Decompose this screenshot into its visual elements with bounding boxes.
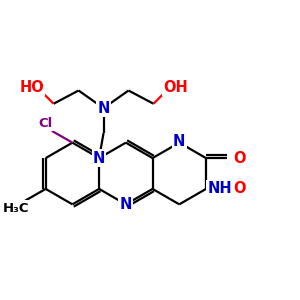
Text: H₃C: H₃C bbox=[3, 202, 30, 214]
Text: N: N bbox=[93, 151, 105, 166]
Text: N: N bbox=[98, 100, 110, 116]
Text: O: O bbox=[233, 182, 246, 196]
Text: HO: HO bbox=[19, 80, 44, 95]
Text: OH: OH bbox=[163, 80, 188, 95]
Text: N: N bbox=[120, 197, 132, 212]
Text: N: N bbox=[173, 134, 185, 149]
Text: O: O bbox=[233, 151, 246, 166]
Text: NH: NH bbox=[208, 182, 232, 196]
Text: Cl: Cl bbox=[39, 117, 53, 130]
